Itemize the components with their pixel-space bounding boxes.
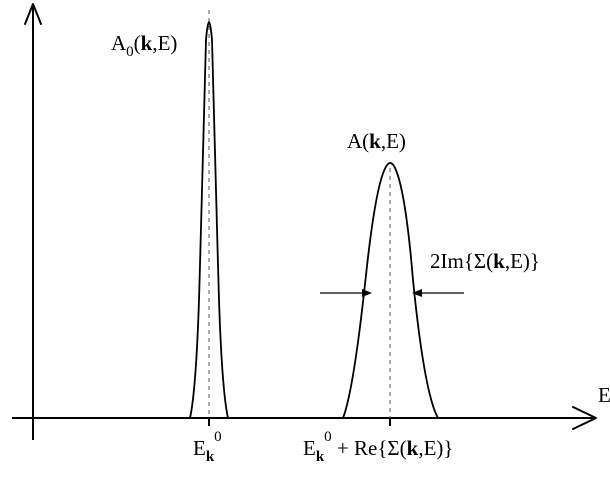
broad-peak-label: A(k,E) [347, 129, 406, 153]
width-arrow-left-icon [362, 289, 372, 297]
broad-peak-curve [342, 162, 439, 419]
energy-axis-label: E [598, 383, 610, 407]
width-annotation-label: 2Im{Σ(k,E)} [430, 249, 540, 273]
narrow-peak-curve [189, 21, 229, 419]
width-arrow-right-icon [412, 289, 422, 297]
narrow-peak-label: A0(k,E) [111, 31, 177, 60]
x-label-bare-energy: Ek0 [193, 429, 222, 465]
x-axis-arrow-icon [572, 406, 597, 430]
x-label-shifted-energy: Ek0 + Re{Σ(k,E)} [303, 429, 453, 465]
y-axis-arrow-icon [24, 3, 42, 25]
